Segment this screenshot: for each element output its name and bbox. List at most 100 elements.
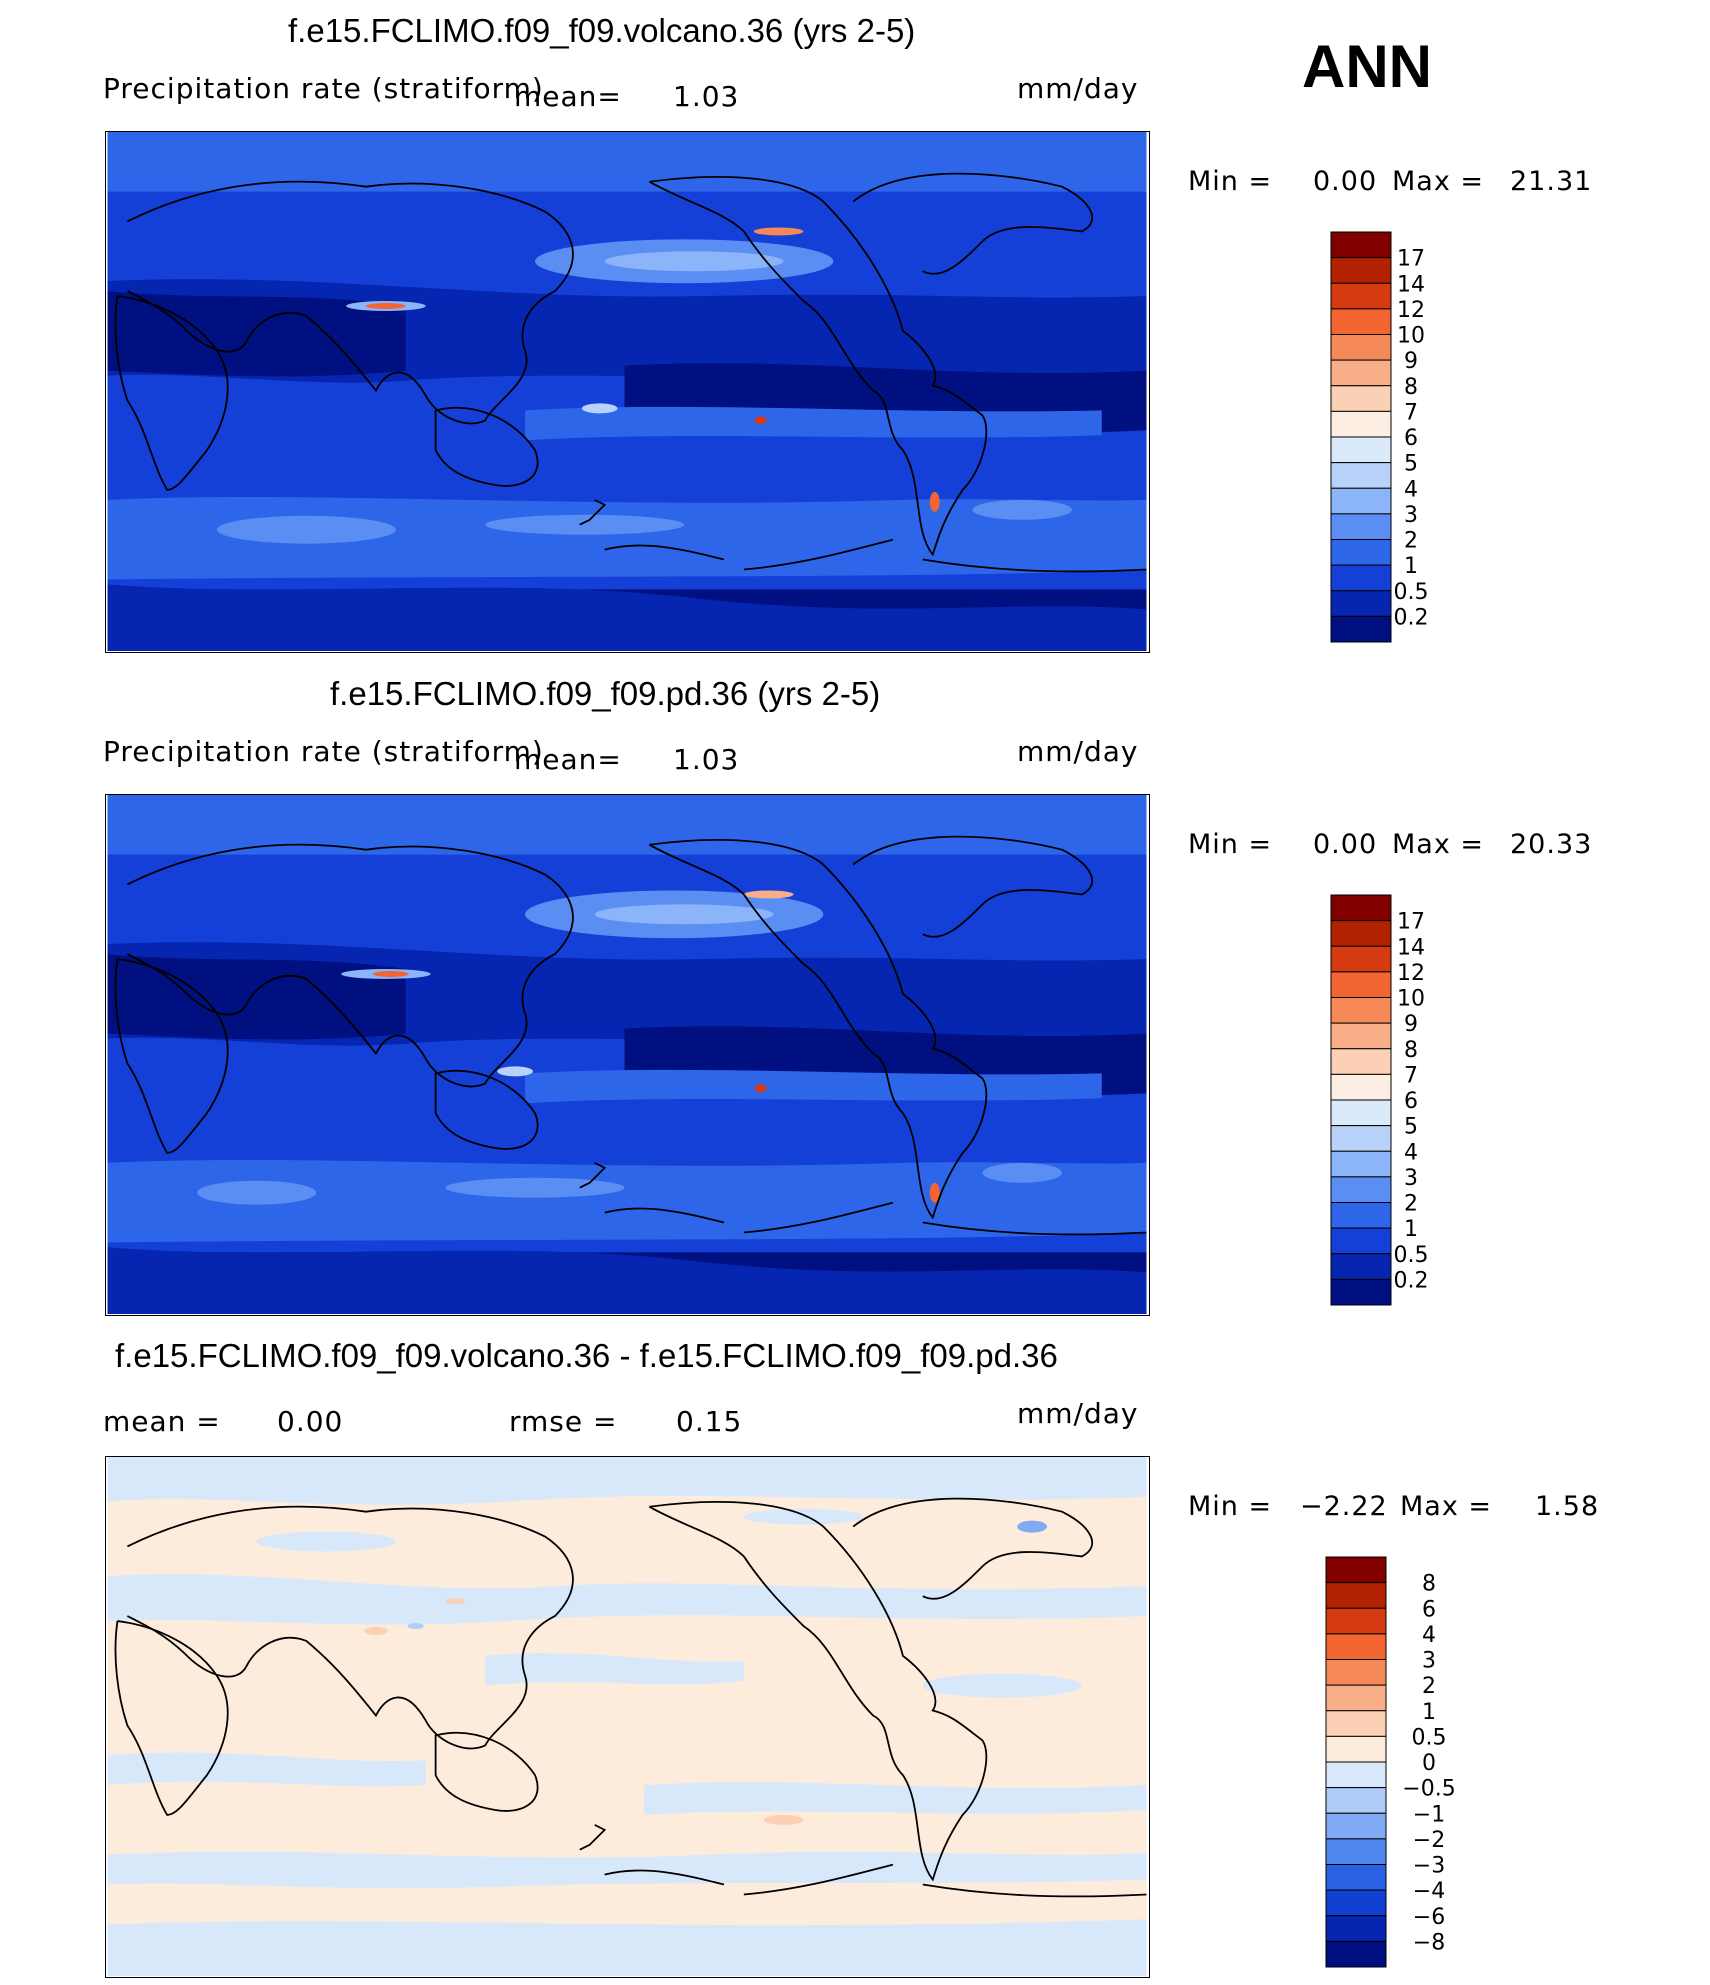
- colorbar-label: 4: [1404, 1140, 1418, 1165]
- panel2-mean-value: 1.03: [673, 743, 740, 776]
- colorbar-label: 3: [1404, 1166, 1418, 1191]
- panel1-min-label: Min =: [1188, 166, 1273, 197]
- panel3-mean-label: mean =: [103, 1405, 221, 1438]
- colorbar-swatch: [1330, 231, 1392, 259]
- colorbar-swatch: [1330, 1022, 1392, 1050]
- colorbar-swatch: [1325, 1838, 1387, 1865]
- colorbar-swatch: [1325, 1864, 1387, 1891]
- panel1-colorbar: 17 14 12 10 9 8 7 6 5 4 3 2 1 0.5 0.2: [1330, 231, 1471, 644]
- colorbar-label: 9: [1404, 349, 1418, 374]
- colorbar-swatch: [1325, 1735, 1387, 1763]
- colorbar-label: −4: [1413, 1879, 1445, 1904]
- colorbar-swatch: [1330, 410, 1392, 438]
- colorbar-label: 3: [1404, 503, 1418, 528]
- colorbar-swatch: [1330, 1048, 1392, 1075]
- colorbar-label: 12: [1397, 961, 1425, 986]
- panel2-max-value: 20.33: [1510, 829, 1593, 860]
- colorbar-swatch: [1330, 462, 1392, 489]
- colorbar-swatch: [1330, 997, 1392, 1024]
- colorbar-swatch: [1325, 1607, 1387, 1635]
- panel3-colorbar: 8 6 4 3 2 1 0.5 0 −0.5 −1 −2 −3 −4 −6 −8: [1325, 1556, 1476, 1969]
- colorbar-swatch: [1330, 1073, 1392, 1101]
- colorbar-label: 7: [1404, 1063, 1418, 1088]
- colorbar-label: 4: [1404, 477, 1418, 502]
- colorbar-label: 0: [1422, 1751, 1436, 1776]
- colorbar-swatch: [1330, 539, 1392, 566]
- colorbar-swatch: [1330, 1150, 1392, 1178]
- panel1-title: f.e15.FCLIMO.f09_f09.volcano.36 (yrs 2-5…: [288, 12, 916, 49]
- panel2-units: mm/day: [1017, 735, 1139, 768]
- panel3-title: f.e15.FCLIMO.f09_f09.volcano.36 - f.e15.…: [115, 1337, 1058, 1374]
- colorbar-label: 9: [1404, 1012, 1418, 1037]
- panel3-mean-value: 0.00: [277, 1405, 344, 1438]
- panel1-max-label: Max =: [1392, 166, 1485, 197]
- colorbar-label: −0.5: [1402, 1777, 1455, 1802]
- panel3-difference-map: [105, 1456, 1150, 1978]
- colorbar-label: 10: [1397, 987, 1425, 1012]
- colorbar-label: 5: [1404, 452, 1418, 477]
- colorbar-swatch: [1325, 1556, 1387, 1584]
- panel1-min-value: 0.00: [1313, 166, 1378, 197]
- panel1-variable: Precipitation rate (stratiform): [103, 72, 544, 105]
- colorbar-swatch: [1330, 385, 1392, 412]
- colorbar-swatch: [1330, 971, 1392, 998]
- colorbar-swatch: [1325, 1889, 1387, 1917]
- colorbar-label: 1: [1404, 1217, 1418, 1242]
- panel2-colorbar: 17 14 12 10 9 8 7 6 5 4 3 2 1 0.5 0.2: [1330, 894, 1471, 1307]
- colorbar-swatch: [1325, 1761, 1387, 1789]
- colorbar-swatch: [1330, 513, 1392, 540]
- panel1-max-value: 21.31: [1510, 166, 1593, 197]
- panel3-min-value: −2.22: [1300, 1491, 1388, 1522]
- colorbar-swatch: [1330, 257, 1392, 284]
- panel2-min-value: 0.00: [1313, 829, 1378, 860]
- panel3-max-label: Max =: [1400, 1491, 1493, 1522]
- colorbar-swatch: [1325, 1915, 1387, 1942]
- colorbar-label: 6: [1422, 1597, 1436, 1622]
- panel3-units: mm/day: [1017, 1397, 1139, 1430]
- colorbar-swatch: [1330, 1202, 1392, 1229]
- colorbar-swatch: [1330, 1278, 1392, 1306]
- panel3-max-value: 1.58: [1535, 1491, 1600, 1522]
- colorbar-swatch: [1330, 436, 1392, 464]
- colorbar-label: 8: [1404, 375, 1418, 400]
- panel1-mean-label: mean=: [514, 80, 622, 113]
- colorbar-label: 7: [1404, 400, 1418, 425]
- colorbar-swatch: [1330, 308, 1392, 335]
- panel3-min-label: Min =: [1188, 1491, 1273, 1522]
- colorbar-label: 8: [1404, 1038, 1418, 1063]
- colorbar-swatch: [1330, 334, 1392, 361]
- colorbar-swatch: [1330, 1176, 1392, 1203]
- colorbar-swatch: [1325, 1710, 1387, 1737]
- panel2-min-label: Min =: [1188, 829, 1273, 860]
- colorbar-label: −6: [1413, 1905, 1445, 1930]
- colorbar-label: 0.5: [1394, 1243, 1429, 1268]
- colorbar-label: 0.5: [1394, 580, 1429, 605]
- colorbar-swatch: [1330, 1253, 1392, 1280]
- panel1-units: mm/day: [1017, 72, 1139, 105]
- colorbar-swatch: [1330, 945, 1392, 973]
- colorbar-label: 17: [1397, 910, 1425, 935]
- colorbar-swatch: [1325, 1633, 1387, 1660]
- colorbar-swatch: [1330, 920, 1392, 947]
- season-label: ANN: [1302, 33, 1432, 100]
- colorbar-swatch: [1325, 1659, 1387, 1686]
- panel3-rmse-value: 0.15: [676, 1405, 743, 1438]
- colorbar-swatch: [1330, 564, 1392, 592]
- colorbar-label: 10: [1397, 324, 1425, 349]
- colorbar-swatch: [1330, 1227, 1392, 1255]
- colorbar-label: 8: [1422, 1572, 1436, 1597]
- colorbar-label: −8: [1413, 1930, 1445, 1955]
- colorbar-label: 6: [1404, 426, 1418, 451]
- colorbar-swatch: [1325, 1940, 1387, 1968]
- panel2-title: f.e15.FCLIMO.f09_f09.pd.36 (yrs 2-5): [330, 675, 881, 712]
- colorbar-label: −2: [1413, 1828, 1445, 1853]
- colorbar-label: 4: [1422, 1623, 1436, 1648]
- colorbar-swatch: [1325, 1684, 1387, 1712]
- colorbar-label: 2: [1404, 1192, 1418, 1217]
- colorbar-swatch: [1330, 894, 1392, 922]
- colorbar-swatch: [1330, 1125, 1392, 1152]
- colorbar-label: 2: [1404, 529, 1418, 554]
- colorbar-label: 0.2: [1394, 1268, 1429, 1293]
- panel2-precipitation-map: [105, 794, 1150, 1316]
- panel1-mean-value: 1.03: [673, 80, 740, 113]
